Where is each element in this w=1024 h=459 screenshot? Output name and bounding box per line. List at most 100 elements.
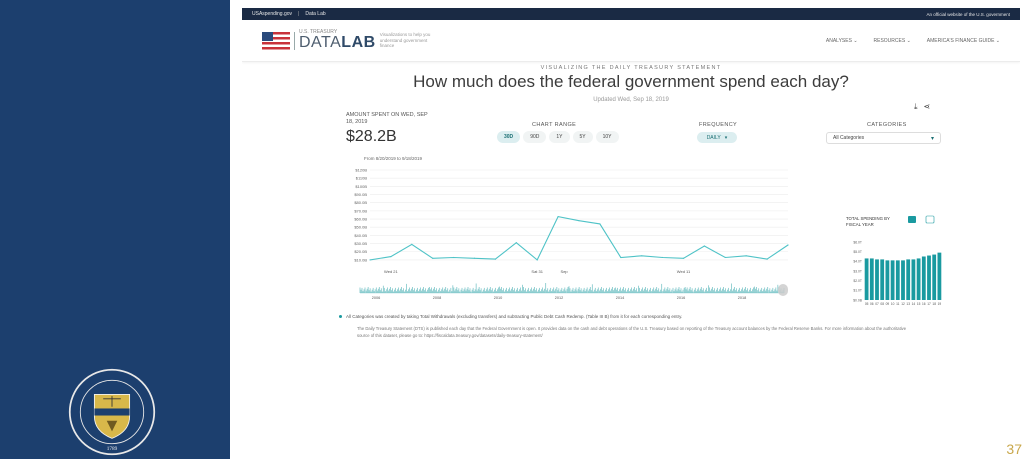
category-footnote: All Categories was created by taking Tot… (339, 314, 682, 319)
share-icon[interactable]: ⋖ (923, 102, 931, 111)
data-point (536, 259, 538, 261)
x-tick-label: 05 (865, 302, 869, 306)
fiscal-year-bar (864, 258, 869, 300)
data-point (453, 256, 455, 259)
x-tick-label: 07 (875, 302, 879, 306)
fiscal-year-bar (932, 254, 937, 300)
datalab-logo[interactable]: U.S. TREASURY DATALAB (299, 30, 376, 51)
fiscal-year-bar (901, 260, 905, 300)
treasury-seal-icon: 1789 (68, 368, 156, 456)
x-tick-label: 08 (880, 302, 884, 306)
range-1y-button[interactable]: 1Y (549, 131, 570, 143)
y-tick-label: $120B (355, 168, 367, 173)
left-navy-panel: 1789 (0, 0, 230, 459)
x-tick-label: 12 (901, 302, 905, 306)
series-line (369, 215, 789, 261)
chevron-down-icon: ▾ (724, 134, 728, 141)
y-tick-label: $20.0B (354, 249, 367, 254)
logo-divider (294, 31, 295, 50)
bar-view-icon (908, 216, 916, 223)
frequency-label: FREQUENCY (699, 122, 738, 128)
x-tick-label: 13 (906, 302, 910, 306)
data-point (682, 257, 685, 259)
site-header: U.S. TREASURY DATALAB Visualizations to … (242, 20, 1020, 62)
data-point (494, 258, 496, 260)
fiscal-year-bar (890, 260, 895, 300)
range-10y-button[interactable]: 10Y (595, 131, 619, 143)
logo-top-text: U.S. TREASURY (299, 29, 338, 35)
brush-year-label: 2006 (372, 296, 380, 300)
brush-handle (778, 284, 788, 296)
brush-year-label: 2014 (616, 296, 624, 300)
data-point (620, 256, 622, 259)
y-tick-label: $10.0B (354, 257, 367, 262)
slide-number: 37 (1006, 441, 1022, 457)
y-tick-label: $80.0B (354, 200, 367, 205)
data-point (432, 257, 434, 259)
bullet-icon (339, 315, 342, 319)
y-tick-label: $30.0B (354, 241, 367, 246)
categories-value: All Categories (833, 135, 865, 141)
data-point (557, 215, 559, 218)
range-5y-button[interactable]: 5Y (572, 131, 593, 143)
y-tick-label: $0.0B (853, 298, 863, 302)
x-tick-label: Sat 31 (531, 269, 543, 274)
brush-year-label: 2008 (433, 296, 441, 300)
updated-date: Updated Wed, Sep 18, 2019 (593, 97, 669, 103)
brush-year-label: 2010 (494, 296, 502, 300)
logo-tagline: Visualizations to help you understand go… (379, 32, 431, 49)
brush-year-label: 2018 (738, 296, 746, 300)
datalab-screenshot: USAspending.gov | Data Lab An official w… (242, 8, 1020, 368)
y-tick-label: $4.0T (853, 260, 862, 264)
chevron-down-icon: ▾ (930, 135, 934, 142)
y-tick-label: $5.0T (853, 250, 862, 254)
data-point (369, 259, 371, 261)
range-30d-button[interactable]: 30D (497, 131, 521, 143)
fiscal-year-bar (906, 259, 911, 300)
x-tick-label: 09 (886, 302, 890, 306)
page-eyebrow: VISUALIZING THE DAILY TREASURY STATEMENT (540, 65, 722, 71)
fiscal-year-bar (875, 259, 879, 300)
fiscal-year-bar (927, 255, 931, 300)
dts-description: The Daily Treasury Statement (DTS) is pu… (357, 326, 907, 338)
x-tick-label: 18 (932, 302, 936, 306)
brush-year-label: 2012 (555, 296, 563, 300)
categories-label: CATEGORIES (867, 122, 907, 128)
x-tick-label: 19 (938, 302, 942, 306)
topbar-separator: | (298, 11, 300, 17)
fiscal-chart-title: TOTAL SPENDING BY (846, 216, 890, 221)
nav-analyses[interactable]: ANALYSES ⌄ (825, 37, 858, 44)
x-tick-label: 06 (870, 302, 874, 306)
fiscal-year-bar (911, 259, 916, 300)
nav-americas-finance-guide[interactable]: AMERICA'S FINANCE GUIDE ⌄ (926, 37, 1000, 44)
site-link[interactable]: USAspending.gov (252, 11, 293, 17)
y-tick-label: $40.0B (354, 233, 367, 238)
x-tick-label: 10 (891, 302, 895, 306)
nav-resources[interactable]: RESOURCES ⌄ (873, 37, 911, 44)
download-icon[interactable]: ⤓ (914, 102, 918, 111)
y-tick-label: $110B (356, 176, 368, 181)
date-range-text: From 8/20/2019 to 9/18/2019 (364, 156, 423, 161)
frequency-select[interactable]: DAILY ▾ (697, 132, 737, 143)
x-tick-label: 15 (917, 302, 921, 306)
data-point (641, 255, 643, 257)
fiscal-year-bar (895, 260, 900, 300)
data-point (515, 242, 517, 244)
data-point (411, 243, 413, 245)
y-tick-label: $3.0T (853, 269, 862, 273)
categories-select[interactable]: All Categories ▾ (826, 132, 941, 144)
fiscal-year-bar (885, 260, 890, 300)
x-tick-label: Wed 11 (677, 269, 691, 274)
daily-spending-chart: $10.0B $20.0B $30.0B $40.0B $50.0B $60.0B $70.… (354, 168, 789, 300)
x-tick-label: 16 (922, 302, 926, 306)
y-tick-label: $50.0B (354, 225, 367, 230)
x-tick-label: 17 (927, 302, 931, 306)
range-90d-button[interactable]: 90D (523, 131, 547, 143)
y-tick-label: $90.0B (354, 192, 367, 197)
x-tick-label: Wed 21 (384, 269, 398, 274)
y-tick-label: $60.0B (354, 217, 367, 222)
logo-data-word: DATA (299, 34, 342, 51)
section-link[interactable]: Data Lab (305, 11, 326, 17)
fiscal-year-bar (937, 252, 942, 300)
